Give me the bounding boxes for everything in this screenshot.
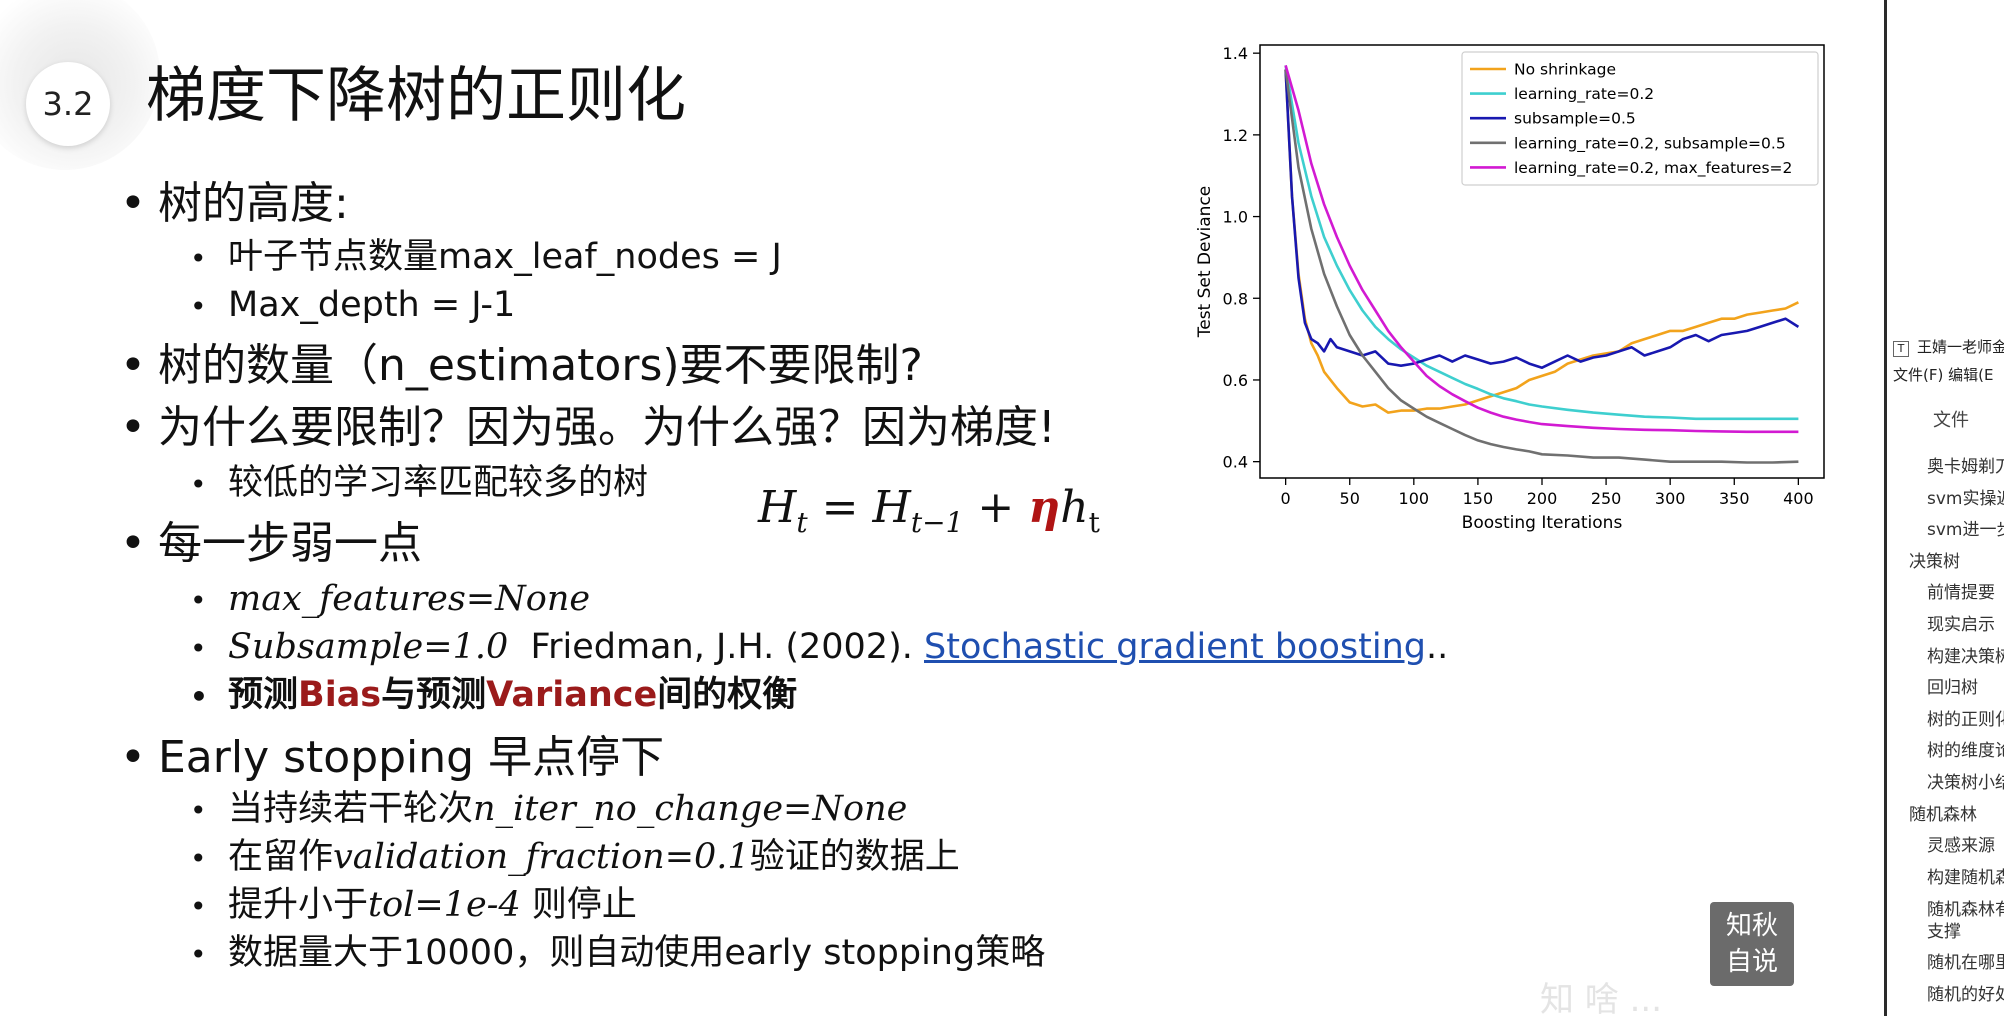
- series-line-2: [1284, 69, 1800, 370]
- outline-item-continued: 支撑: [1927, 922, 1961, 943]
- bullet-es-tol: • 提升小于tol=1e-4 则停止: [190, 885, 637, 925]
- series-line-1: [1284, 65, 1799, 421]
- watermark-logo: 知秋 自说: [1710, 902, 1794, 986]
- y-axis-label: Test Set Deviance: [1195, 186, 1215, 339]
- bullet-subsample: • Subsample=1.0 Friedman, J.H. (2002). St…: [190, 627, 1449, 667]
- legend-box: [1461, 51, 1819, 186]
- x-tick-label: 250: [1591, 489, 1622, 508]
- x-tick-label: 200: [1527, 489, 1558, 508]
- x-axis-label: Boosting Iterations: [1462, 513, 1623, 533]
- outline-item[interactable]: 现实启示: [1927, 614, 1995, 635]
- outline-item[interactable]: 前情提要: [1927, 583, 1995, 604]
- series-line-3: [1284, 69, 1799, 464]
- stochastic-gb-link[interactable]: Stochastic gradient boosting: [924, 627, 1426, 667]
- x-tick-label: 350: [1719, 489, 1750, 508]
- formula: Ht = Ht−1 + ηht: [758, 482, 1100, 539]
- y-tick-label: 0.6: [1223, 371, 1248, 390]
- y-tick-label: 1.4: [1223, 44, 1248, 63]
- x-tick-label: 0: [1281, 489, 1291, 508]
- outline-item[interactable]: 奥卡姆剃刀: [1927, 457, 2004, 477]
- deviance-chart: 0 50 100 150 200 250 300 350 400 0.4 0.6 0.8 1.0 1.2 1…: [1195, 44, 1825, 533]
- section-badge: 3.2: [26, 62, 110, 146]
- bullet-tradeoff: • 预测Bias与预测Variance间的权衡: [190, 675, 798, 715]
- y-tick-label: 1.0: [1223, 208, 1248, 227]
- legend-label: learning_rate=0.2: [1514, 85, 1654, 104]
- bullet-tree-count: • 树的数量（n_estimators)要不要限制?: [120, 340, 923, 391]
- outline-item[interactable]: 回归树: [1927, 678, 1978, 699]
- legend-label: learning_rate=0.2, max_features=2: [1514, 159, 1792, 178]
- outline-item[interactable]: 随机的好处: [1927, 984, 2004, 1005]
- outline-list: 奥卡姆剃刀 svm实操返 svm进一步决策树前情提要现实启示构建决策树回归树树的正则…: [1887, 452, 2004, 1012]
- outline-item[interactable]: 树的正则化: [1927, 709, 2004, 730]
- bullet-es-n-iter: • 当持续若干轮次n_iter_no_change=None: [190, 789, 908, 829]
- slide: 3.2 梯度下降树的正则化 • 树的高度: • 叶子节点数量max_leaf_nod…: [0, 0, 1825, 1016]
- y-tick-label: 0.8: [1223, 289, 1248, 308]
- x-tick-label: 300: [1655, 489, 1686, 508]
- legend-label: subsample=0.5: [1514, 110, 1636, 128]
- outline-item[interactable]: 灵感来源: [1927, 836, 1995, 857]
- outline-item[interactable]: svm实操返: [1927, 488, 2004, 509]
- y-tick-label: 1.2: [1223, 126, 1248, 145]
- y-tick-label: 0.4: [1223, 453, 1248, 472]
- bullet-es-auto: • 数据量大于10000，则自动使用early stopping策略: [190, 933, 1046, 973]
- slide-title: 梯度下降树的正则化: [146, 61, 686, 131]
- bullet-lower-lr: • 较低的学习率匹配较多的树: [190, 463, 649, 503]
- outline-item[interactable]: svm进一步: [1927, 520, 2004, 541]
- watermark-text: 知 啥 ...: [1540, 980, 1663, 1016]
- outline-item[interactable]: 随机森林: [1909, 804, 1977, 825]
- bullet-weaker: • 每一步弱一点: [120, 518, 422, 569]
- x-tick-label: 100: [1399, 489, 1430, 508]
- outline-item[interactable]: 构建决策树: [1927, 646, 2004, 667]
- bullet-early-stopping: • Early stopping 早点停下: [120, 732, 665, 783]
- outline-item[interactable]: 决策树小结: [1927, 772, 2004, 793]
- outline-item[interactable]: 决策树: [1909, 551, 1960, 572]
- outline-item[interactable]: 构建随机森: [1927, 867, 2004, 888]
- bullet-max-features: • max_features=None: [190, 579, 591, 619]
- sidebar-section-files[interactable]: 文件: [1933, 410, 1969, 431]
- doc-title: T 王婧一老师金: [1893, 336, 2004, 357]
- menu-bar[interactable]: 文件(F) 编辑(E: [1893, 366, 1994, 384]
- outline-item[interactable]: 随机在哪里: [1927, 953, 2004, 974]
- legend-label: learning_rate=0.2, subsample=0.5: [1514, 134, 1786, 153]
- bullet-max-depth: • Max_depth = J-1: [190, 285, 516, 325]
- bullet-why-limit: • 为什么要限制？因为强。为什么强？因为梯度!: [120, 402, 1056, 453]
- x-tick-label: 400: [1783, 489, 1814, 508]
- series-line-4: [1284, 65, 1799, 434]
- window-divider: [1884, 0, 1887, 1016]
- bullet-tree-height: • 树的高度:: [120, 178, 349, 229]
- series-line-0: [1284, 69, 1799, 414]
- bullet-max-leaf-nodes: • 叶子节点数量max_leaf_nodes = J: [190, 237, 782, 277]
- x-tick-label: 50: [1340, 489, 1360, 508]
- text-doc-icon: T: [1893, 341, 1909, 357]
- outline-item[interactable]: 随机森林有 支撑: [1927, 900, 2004, 943]
- bullet-es-validation: • 在留作validation_fraction=0.1验证的数据上: [190, 837, 960, 877]
- outline-item[interactable]: 树的维度论: [1927, 741, 2004, 762]
- legend-label: No shrinkage: [1514, 61, 1616, 79]
- x-tick-label: 150: [1463, 489, 1494, 508]
